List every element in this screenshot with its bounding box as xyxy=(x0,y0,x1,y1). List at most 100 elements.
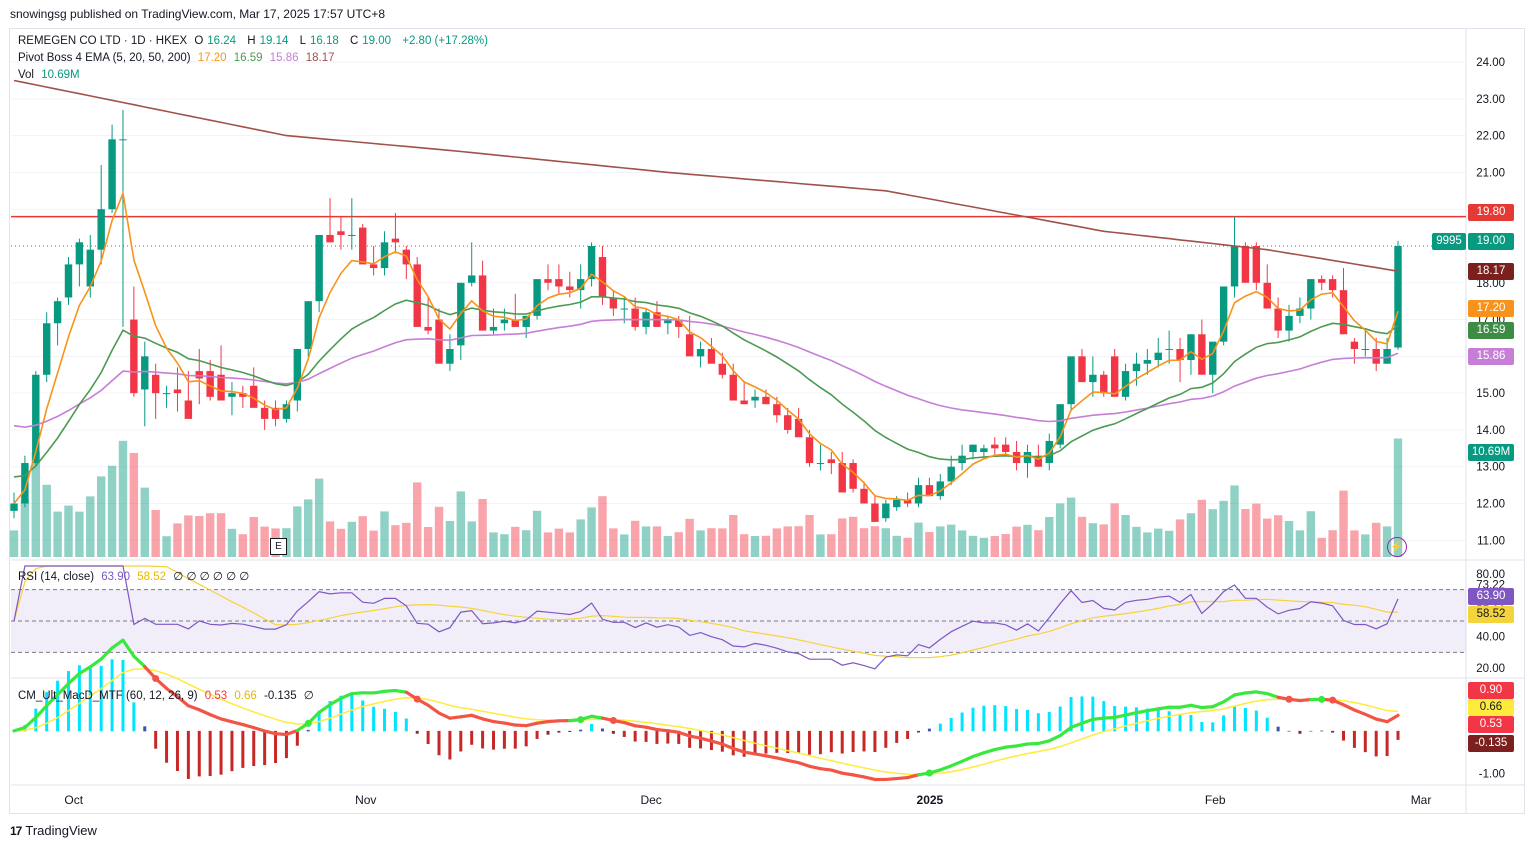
macd-histogram-bar xyxy=(568,730,572,732)
macd-histogram-bar xyxy=(502,730,506,749)
candle-body xyxy=(893,499,901,508)
macd-histogram-bar xyxy=(862,730,866,752)
volume-bar xyxy=(96,476,106,557)
macd-histogram-bar xyxy=(383,708,387,732)
macd-histogram-bar xyxy=(252,730,256,767)
candle-body xyxy=(576,279,585,291)
volume-bar xyxy=(609,528,618,557)
resistance-line xyxy=(11,215,1466,247)
candle-body xyxy=(1110,356,1119,397)
candle-body xyxy=(914,485,923,504)
candle-body xyxy=(1089,374,1097,383)
volume-bar xyxy=(293,506,302,557)
volume-bar xyxy=(467,521,476,557)
legend-macd-row: CM_Ult_MacD_MTF (60, 12, 26, 9) 0.53 0.6… xyxy=(18,688,318,702)
legend-ema-row: Pivot Boss 4 EMA (5, 20, 50, 200) 17.20 … xyxy=(18,52,339,64)
volume-bar xyxy=(1328,530,1337,557)
macd-histogram-bar xyxy=(949,717,953,732)
candle-body xyxy=(369,264,378,269)
volume-bars xyxy=(9,438,1403,557)
macd-histogram-bar xyxy=(481,730,485,749)
macd-line-segment xyxy=(393,688,408,694)
tradingview-logo-icon[interactable]: 17 xyxy=(10,823,22,838)
volume-bar xyxy=(641,526,651,557)
volume-bar xyxy=(31,452,41,557)
macd-line-segment xyxy=(1102,715,1117,720)
macd-line-segment xyxy=(840,771,855,777)
macd-line-segment xyxy=(241,722,256,730)
volume-bar xyxy=(620,534,629,557)
macd-indicator-name[interactable]: CM_Ult_MacD_MTF (60, 12, 26, 9) xyxy=(18,690,198,702)
candle-body xyxy=(1318,279,1326,283)
macd-line-segment xyxy=(1189,703,1204,710)
macd-line-segment xyxy=(709,739,724,746)
candle-body xyxy=(1230,246,1239,287)
candle-body xyxy=(97,209,105,250)
macd-histogram-bar xyxy=(415,730,419,734)
macd-histogram-bar xyxy=(1124,706,1128,732)
candle-body xyxy=(337,231,345,235)
candle-body xyxy=(162,393,171,395)
ohlc-l-label: L xyxy=(299,35,306,47)
volume-bar xyxy=(685,518,694,557)
ema200-line xyxy=(13,79,1399,272)
candle-body xyxy=(1100,374,1108,394)
candle-body xyxy=(478,275,487,331)
rsi-axis-label: 40.00 xyxy=(1476,632,1505,644)
macd-line-segment xyxy=(513,723,528,728)
volume-bar xyxy=(925,532,934,557)
candle-body xyxy=(969,444,977,452)
macd-line-segment xyxy=(851,773,866,779)
macd-line-segment xyxy=(1254,690,1269,696)
event-marker-e[interactable]: E xyxy=(270,538,287,555)
candlesticks xyxy=(10,109,1402,522)
legend-symbol[interactable]: REMEGEN CO LTD · 1D · HKEX xyxy=(18,35,188,47)
rsi-ma-tag: 58.52 xyxy=(1468,606,1514,623)
macd-histogram-bar xyxy=(818,730,822,755)
ema-indicator-name[interactable]: Pivot Boss 4 EMA (5, 20, 50, 200) xyxy=(18,52,191,64)
candle-body xyxy=(816,463,825,465)
macd-histogram-bar xyxy=(284,730,288,759)
volume-bar xyxy=(86,496,95,557)
volume-bar xyxy=(1263,518,1272,557)
chart-frame[interactable] xyxy=(9,28,1525,814)
volume-bar xyxy=(848,516,858,557)
macd-line-segment xyxy=(317,703,332,715)
rsi-ma-line xyxy=(13,565,1398,659)
macd-histogram-bar xyxy=(982,705,986,732)
macd-cross-marker xyxy=(413,695,421,703)
macd-histogram-bar xyxy=(208,730,212,777)
macd-line-segment xyxy=(775,756,790,763)
macd-line-segment xyxy=(350,691,365,696)
macd-line-segment xyxy=(1080,717,1095,725)
legend-rsi-row: RSI (14, close) 63.90 58.52 ∅ ∅ ∅ ∅ ∅ ∅ xyxy=(18,569,253,583)
volume-bar xyxy=(1001,534,1010,557)
candle-body xyxy=(304,301,312,349)
volume-bar xyxy=(1393,438,1403,557)
macd-histogram-bar xyxy=(1145,708,1149,732)
macd-line-segment xyxy=(480,717,496,724)
rsi-ma-value: 58.52 xyxy=(137,571,167,583)
macd-histogram-bar xyxy=(241,730,245,768)
rsi-axis-label: 80.00 xyxy=(1476,569,1505,581)
price-axis-label: 15.00 xyxy=(1476,388,1505,400)
macd-line-segment xyxy=(448,715,463,720)
volume-bar xyxy=(1317,537,1326,557)
volume-bar xyxy=(1175,519,1185,557)
rsi-pane xyxy=(11,565,1466,670)
rsi-indicator-name[interactable]: RSI (14, close) xyxy=(18,571,95,583)
ohlc-o-label: O xyxy=(194,35,204,47)
candle-body xyxy=(271,407,280,419)
volume-bar xyxy=(304,499,313,557)
macd-line-segment xyxy=(1298,697,1313,703)
volume-bar xyxy=(598,496,607,557)
goto-realtime-button[interactable]: ⚡ xyxy=(1387,537,1407,557)
volume-bar xyxy=(968,535,978,557)
macd-histogram-bar xyxy=(731,730,735,756)
vol-indicator-name[interactable]: Vol xyxy=(18,69,34,81)
macd-line-segment xyxy=(1123,711,1139,717)
candle-body xyxy=(936,481,945,497)
macd-line-segment xyxy=(1091,716,1106,721)
macd-histogram-bar xyxy=(786,730,790,753)
